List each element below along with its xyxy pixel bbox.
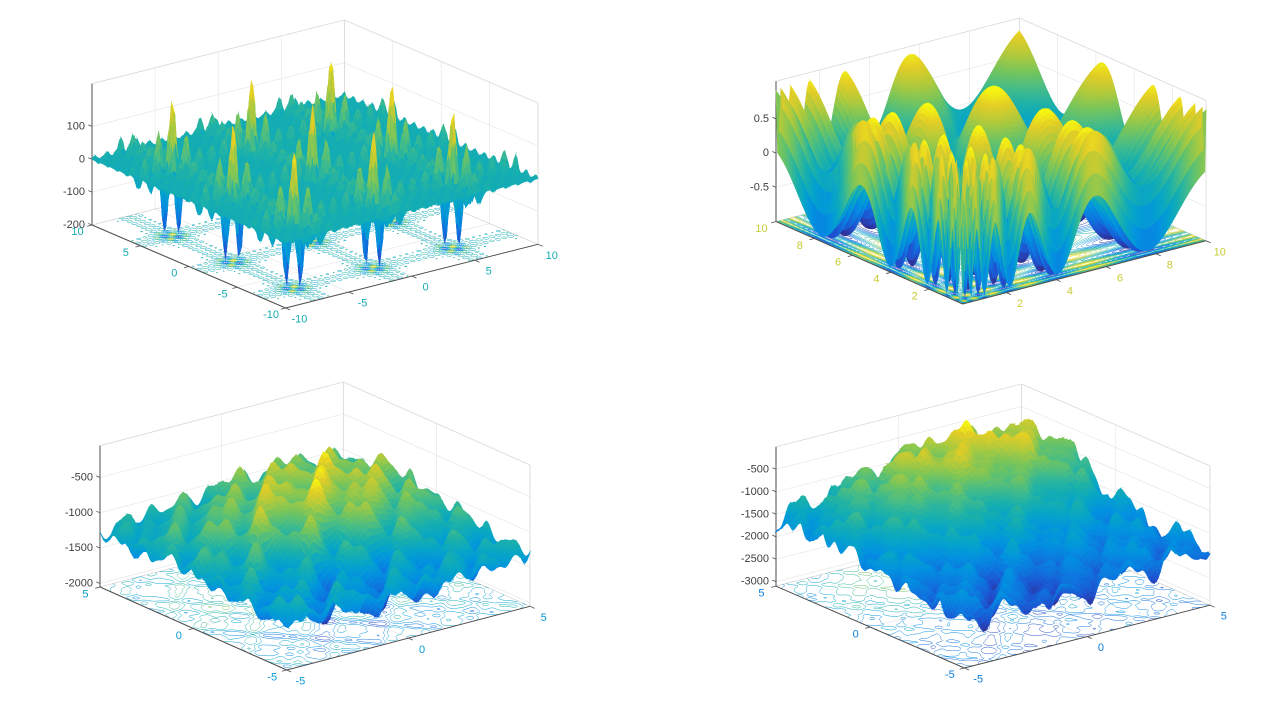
surface-plot-bottom-right bbox=[640, 360, 1280, 720]
surface-plot-bottom-left bbox=[0, 360, 640, 720]
surface-plot-top-right bbox=[640, 0, 1280, 360]
surface-plot-top-left bbox=[0, 0, 640, 360]
